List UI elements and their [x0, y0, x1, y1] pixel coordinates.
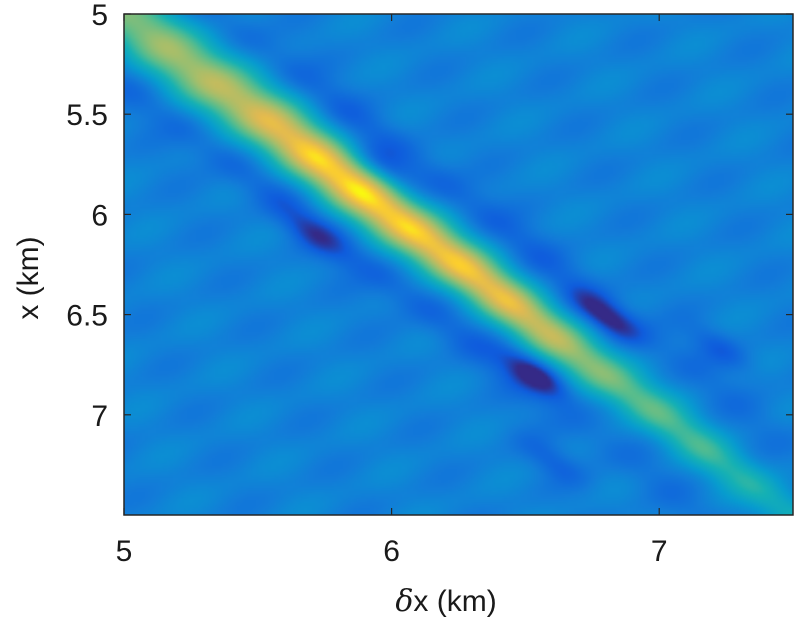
axes-box — [123, 13, 794, 516]
x-axis-label: δx (km) — [395, 584, 496, 619]
heatmap-image — [124, 14, 793, 515]
y-tick-label: 5 — [91, 0, 108, 32]
x-tick-label: 6 — [383, 535, 400, 568]
x-tick-label: 5 — [116, 535, 133, 568]
y-tick-label: 7 — [91, 400, 108, 433]
x-tick-label: 7 — [651, 535, 668, 568]
y-tick-label: 6 — [91, 199, 108, 232]
y-axis-label: x (km) — [12, 236, 45, 319]
x-axis-label-symbol: δ — [395, 584, 413, 619]
y-tick-label: 6.5 — [66, 300, 108, 333]
axis-ticks — [123, 13, 793, 515]
y-tick-label: 5.5 — [66, 99, 108, 132]
heatmap-plot-area — [123, 13, 794, 516]
x-axis-label-text: x (km) — [413, 585, 496, 618]
axis-tick-labels: 5 6 7 5 5.5 6 6.5 7 — [66, 0, 667, 568]
